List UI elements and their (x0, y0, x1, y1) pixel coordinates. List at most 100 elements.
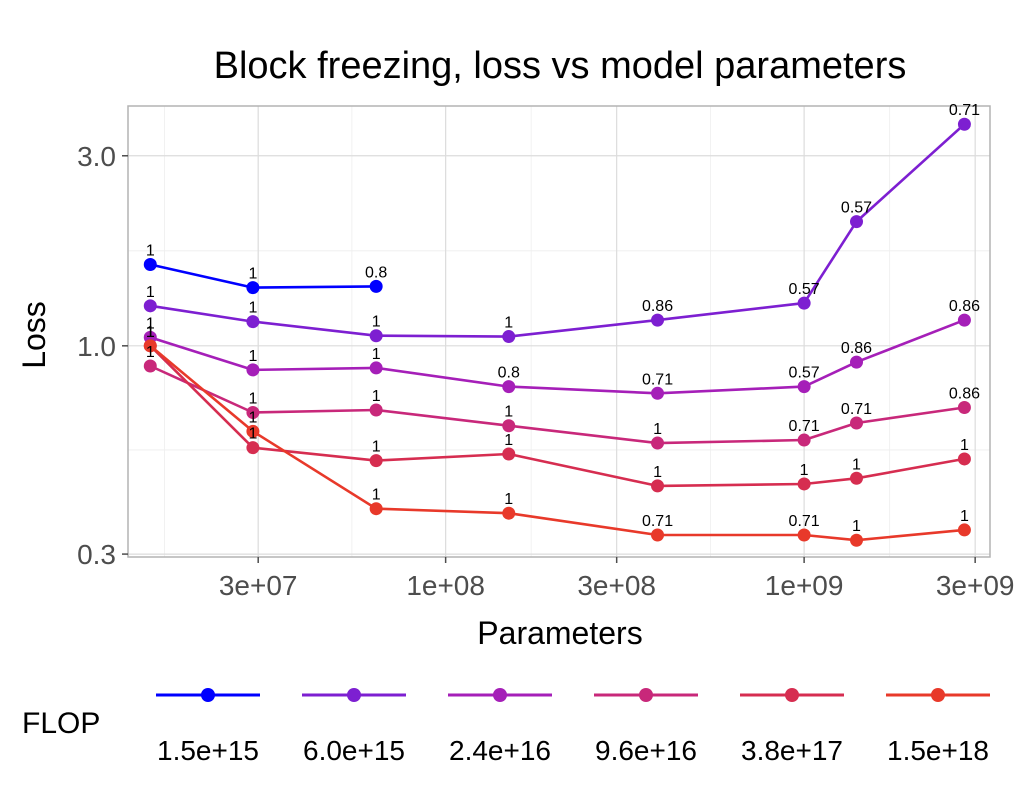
data-point (651, 528, 665, 542)
data-label: 1 (372, 439, 381, 456)
data-point (850, 416, 864, 430)
series-1.5e+18 (143, 339, 971, 547)
data-label: 0.86 (949, 386, 980, 403)
data-label: 0.57 (789, 281, 820, 298)
data-point (850, 533, 864, 547)
series-line (149, 344, 965, 542)
data-point (143, 299, 157, 313)
y-axis-title: Loss (16, 301, 52, 369)
legend-item: 2.4e+16 (448, 688, 552, 766)
data-label: 0.71 (789, 418, 820, 435)
data-label: 1 (960, 508, 969, 525)
data-point (502, 419, 516, 433)
legend-key-point (347, 688, 361, 702)
data-point (246, 363, 260, 377)
data-point (797, 528, 811, 542)
data-label: 1 (248, 409, 257, 426)
data-label: 1 (372, 388, 381, 405)
data-point (502, 380, 516, 394)
data-label: 0.71 (949, 102, 980, 119)
data-point (369, 454, 383, 468)
legend-label: 1.5e+18 (887, 735, 989, 766)
x-tick-label: 3e+08 (577, 570, 656, 601)
series-6.0e+15 (143, 117, 971, 344)
data-label: 0.86 (949, 298, 980, 315)
data-label: 1 (146, 344, 155, 361)
data-label: 1 (504, 432, 513, 449)
legend-key-point (493, 688, 507, 702)
data-point (246, 315, 260, 329)
data-point (957, 452, 971, 466)
data-point (246, 441, 260, 455)
series-line (150, 263, 377, 289)
data-label: 1 (248, 300, 257, 317)
plot-panel-border (127, 105, 991, 558)
data-point (651, 313, 665, 327)
series-line (149, 364, 965, 445)
x-tick-label: 3e+09 (936, 570, 1015, 601)
series-line (149, 344, 965, 488)
data-point (797, 296, 811, 310)
data-point (957, 523, 971, 537)
legend-label: 2.4e+16 (449, 735, 551, 766)
data-label: 1 (248, 348, 257, 365)
legend-item: 1.5e+18 (886, 688, 990, 766)
data-point (651, 436, 665, 450)
series-layer (143, 117, 971, 547)
data-point (850, 355, 864, 369)
x-tick-label: 1e+08 (406, 570, 485, 601)
series-2.4e+16 (143, 313, 971, 400)
data-label: 0.86 (642, 298, 673, 315)
data-point (369, 329, 383, 343)
data-point (502, 506, 516, 520)
data-label: 1 (146, 315, 155, 332)
legend-key-point (639, 688, 653, 702)
data-label: 0.71 (789, 513, 820, 530)
data-label: 1 (653, 464, 662, 481)
data-label: 1 (146, 324, 155, 341)
data-label: 0.8 (365, 264, 387, 281)
data-point (246, 406, 260, 420)
data-point (797, 380, 811, 394)
data-label: 1 (248, 391, 257, 408)
x-tick-label: 3e+07 (219, 570, 298, 601)
data-label: 0.71 (642, 371, 673, 388)
data-point (850, 215, 864, 229)
data-label: 1 (146, 243, 155, 260)
data-point (369, 403, 383, 417)
data-label: 1 (852, 456, 861, 473)
data-label: 1 (504, 491, 513, 508)
legend-items: 1.5e+15 6.0e+15 2.4e+16 9.6e+16 3.8e+17 1.5e+… (156, 688, 990, 766)
data-label: 1 (504, 315, 513, 332)
data-label: 1 (248, 266, 257, 283)
data-label: 1 (372, 314, 381, 331)
data-point (246, 281, 260, 295)
data-label: 1 (248, 426, 257, 443)
x-axis-title: Parameters (477, 615, 642, 651)
x-tick-label: 1e+09 (765, 570, 844, 601)
data-label: 0.71 (841, 401, 872, 418)
legend-label: 9.6e+16 (595, 735, 697, 766)
data-point (369, 361, 383, 375)
axis-ticks: 3e+07 1e+08 3e+08 1e+09 3e+09 0.3 1.0 3.0 (77, 141, 1014, 601)
legend: FLOP 1.5e+15 6.0e+15 2.4e+16 9.6e+16 3.8e+17… (22, 688, 990, 766)
data-point (502, 447, 516, 461)
y-tick-label: 0.3 (77, 539, 116, 570)
legend-item: 6.0e+15 (302, 688, 406, 766)
data-point (246, 424, 260, 438)
legend-key-point (785, 688, 799, 702)
series-line (150, 123, 966, 338)
data-point (850, 471, 864, 485)
data-label: 0.71 (642, 513, 673, 530)
y-tick-label: 3.0 (77, 141, 116, 172)
data-label: 1 (372, 346, 381, 363)
data-label: 1 (960, 437, 969, 454)
data-point (651, 479, 665, 493)
data-label: 0.57 (789, 365, 820, 382)
data-label: 1 (146, 324, 155, 341)
chart-title: Block freezing, loss vs model parameters (214, 45, 907, 87)
data-point (651, 386, 665, 400)
legend-key-point (201, 688, 215, 702)
legend-label: 3.8e+17 (741, 735, 843, 766)
